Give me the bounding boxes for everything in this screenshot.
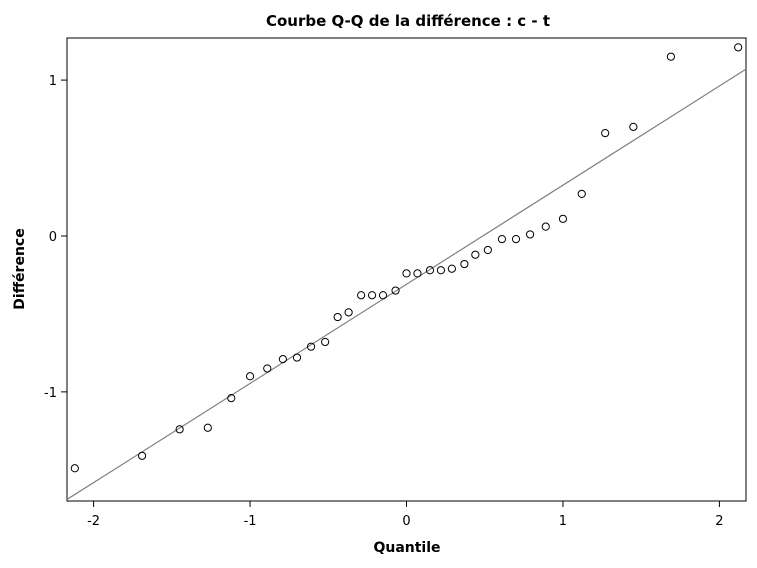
data-point-5 [227, 394, 236, 403]
x-tick-label: 0 [402, 514, 410, 529]
data-point-22 [447, 264, 456, 273]
data-point-20 [425, 266, 435, 275]
data-point-33 [629, 122, 638, 131]
data-point-18 [402, 269, 411, 278]
data-point-29 [541, 222, 550, 231]
x-axis-title: Quantile [373, 540, 440, 556]
data-point-31 [577, 189, 586, 198]
data-point-30 [558, 214, 568, 223]
data-point-26 [497, 235, 507, 244]
y-tick-label: 1 [49, 74, 57, 89]
y-axis-title: Différence [12, 228, 28, 309]
data-point-16 [378, 291, 388, 300]
x-tick-label: 1 [559, 514, 567, 529]
data-point-28 [525, 230, 535, 239]
y-tick-label: 0 [49, 230, 57, 245]
data-point-13 [344, 308, 353, 317]
data-point-15 [367, 291, 377, 300]
data-point-34 [666, 52, 676, 61]
data-point-23 [460, 259, 469, 269]
x-tick-label: -2 [87, 514, 100, 529]
data-point-35 [734, 43, 743, 52]
reference-line-layer [66, 68, 747, 500]
data-point-32 [601, 128, 610, 138]
data-point-17 [391, 286, 400, 295]
data-point-12 [333, 312, 342, 322]
x-axis: -2 -1 0 1 2 [87, 501, 724, 529]
points-layer [70, 43, 743, 473]
data-point-1 [70, 464, 79, 473]
data-point-19 [413, 269, 422, 278]
data-point-14 [357, 291, 366, 300]
data-point-6 [245, 372, 255, 381]
chart-title: Courbe Q-Q de la différence : c - t [266, 12, 550, 30]
data-point-4 [203, 423, 212, 432]
x-tick-label: -1 [244, 514, 257, 529]
data-point-3 [175, 425, 184, 434]
y-tick-label: -1 [44, 386, 57, 401]
data-point-8 [278, 355, 288, 364]
data-point-21 [436, 266, 446, 275]
data-point-25 [483, 245, 492, 255]
data-point-2 [137, 451, 147, 460]
data-point-7 [263, 364, 272, 373]
x-tick-label: 2 [715, 514, 723, 529]
reference-line [66, 68, 747, 500]
data-point-9 [292, 353, 302, 362]
data-point-10 [306, 342, 316, 351]
y-axis: -1 0 1 [44, 74, 67, 401]
data-point-27 [511, 235, 521, 244]
data-point-24 [471, 250, 480, 259]
data-point-11 [321, 337, 330, 347]
